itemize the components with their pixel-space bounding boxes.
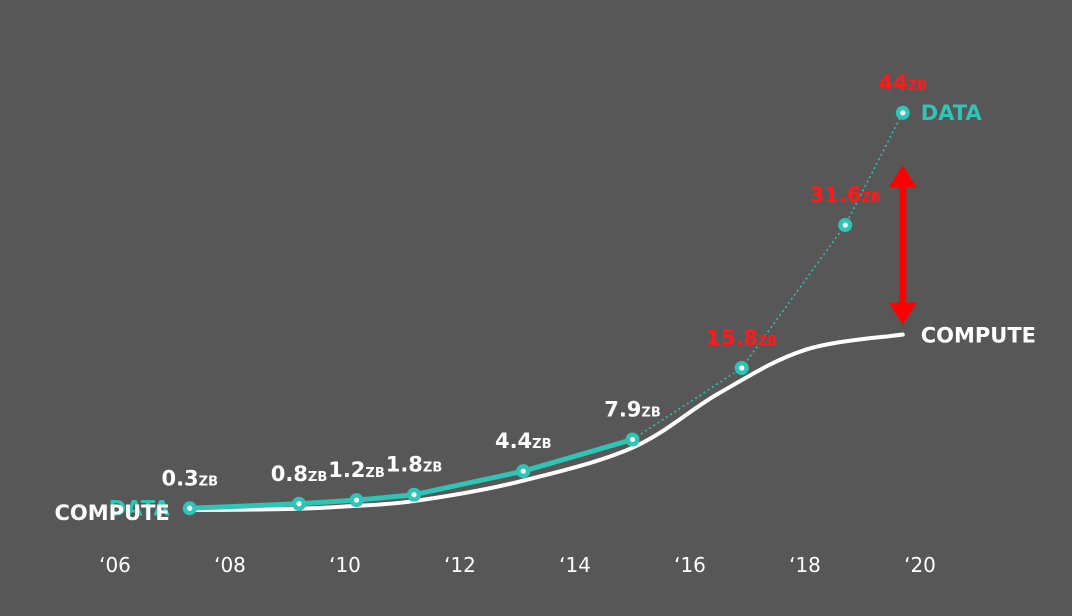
data-point-center — [296, 501, 302, 507]
data-value-number: 1.2 — [328, 458, 365, 482]
data-value-number: 31.6 — [810, 183, 862, 207]
data-value-number: 44 — [878, 71, 907, 95]
data-value-label: 1.8ZB — [386, 453, 443, 477]
data-point-center — [842, 222, 848, 228]
data-points — [182, 105, 910, 516]
compute-series — [187, 332, 905, 513]
data-point-center — [411, 492, 417, 498]
data-value-label: 4.4ZB — [495, 429, 552, 453]
data-value-number: 7.9 — [604, 398, 641, 422]
data-value-label: 0.3ZB — [161, 466, 218, 490]
compute-series-label-right: COMPUTE — [921, 324, 1036, 348]
data-series: 0.3ZB 0.8ZB 1.2ZB 1.8ZB4.4ZB7.9ZB15.8ZB31.6… — [161, 71, 927, 516]
data-value-label: 15.8ZB — [706, 326, 777, 350]
x-tick-label: ‘08 — [214, 553, 246, 577]
data-point-center — [900, 110, 906, 116]
data-value-unit: ZB — [365, 466, 384, 481]
x-tick-label: ‘16 — [674, 553, 706, 577]
data-value-unit: ZB — [641, 406, 660, 421]
gap-arrow-head-bottom — [888, 302, 917, 325]
data-value-label: 0.8ZB — [271, 462, 328, 486]
x-tick-label: ‘18 — [789, 553, 821, 577]
data-value-number: 15.8 — [706, 326, 758, 350]
data-value-unit: ZB — [423, 461, 442, 476]
data-value-number: 4.4 — [495, 429, 532, 453]
data-point-center — [629, 436, 636, 443]
data-value-unit: ZB — [861, 191, 880, 206]
x-tick-label: ‘20 — [904, 553, 936, 577]
data-line-projected — [632, 112, 904, 441]
data-point-center — [739, 365, 745, 371]
x-tick-label: ‘10 — [329, 553, 361, 577]
data-value-unit: ZB — [758, 334, 777, 349]
x-tick-label: ‘12 — [444, 553, 476, 577]
data-value-unit: ZB — [532, 437, 551, 452]
data-line-actual — [189, 437, 634, 511]
compute-series-label-left: COMPUTE — [54, 501, 169, 525]
data-value-number: 0.8 — [271, 462, 308, 486]
data-value-label: 31.6ZB — [810, 183, 881, 207]
data-value-number: 1.8 — [386, 453, 423, 477]
x-tick-label: ‘14 — [559, 553, 591, 577]
data-point-center — [187, 505, 193, 511]
data-value-unit: ZB — [199, 474, 218, 489]
data-point-center — [520, 468, 526, 474]
data-point-center — [353, 497, 360, 503]
data-series-label-left: DATA — [109, 496, 171, 520]
series-labels: DATA COMPUTE DATA COMPUTE — [54, 101, 1036, 525]
data-labels: 0.3ZB 0.8ZB 1.2ZB 1.8ZB4.4ZB7.9ZB15.8ZB31.6… — [161, 71, 927, 490]
gap-arrow — [888, 165, 917, 325]
data-value-label: 7.9ZB — [604, 398, 661, 422]
data-value-unit: ZB — [308, 470, 327, 485]
data-series-label-right: DATA — [921, 101, 983, 125]
data-value-unit: ZB — [908, 79, 927, 94]
data-value-number: 0.3 — [161, 466, 198, 490]
x-axis-ticks: ‘06 ‘08 ‘10 ‘12 ‘14 ‘16 ‘18 ‘20 — [99, 553, 936, 577]
compute-line — [187, 332, 905, 513]
gap-arrow-head-top — [888, 165, 917, 188]
data-value-label: 44ZB — [878, 71, 927, 95]
data-value-label: 1.2ZB — [328, 458, 385, 482]
x-tick-label: ‘06 — [99, 553, 131, 577]
